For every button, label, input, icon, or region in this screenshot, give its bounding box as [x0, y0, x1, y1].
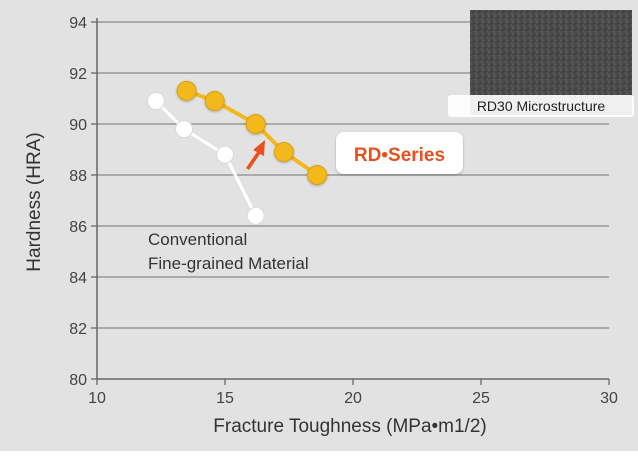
series-0-point-4 — [307, 165, 328, 185]
series-1 — [146, 92, 265, 225]
series-1-point-3 — [246, 206, 265, 225]
y-axis-label: Hardness (HRA) — [24, 132, 45, 271]
x-tick-label-10: 10 — [88, 390, 106, 407]
y-tick-label-84: 84 — [69, 270, 87, 287]
rd-series-label: RD•Series — [354, 145, 445, 166]
series-0-point-0 — [176, 80, 197, 101]
rd-series-label-box — [336, 132, 463, 174]
y-tick-label-86: 86 — [69, 219, 87, 236]
series — [146, 80, 328, 225]
axes — [91, 18, 610, 385]
series-1-point-1 — [175, 120, 194, 139]
series-0 — [176, 80, 328, 185]
series-line-1 — [154, 99, 258, 217]
microstructure-inset: RD30 Microstructure — [448, 10, 634, 117]
x-axis-label: Fracture Toughness (MPa•m1/2) — [213, 416, 486, 437]
x-tick-label-15: 15 — [216, 390, 234, 407]
series-1-point-2 — [216, 145, 234, 164]
conventional-label-line-1: Conventional — [148, 230, 247, 249]
y-tick-label-94: 94 — [69, 15, 87, 32]
y-tick-label-90: 90 — [69, 117, 87, 134]
tick-labels: 80 82 84 86 88 90 92 94 10 15 20 25 30 — [69, 15, 618, 407]
series-0-point-1 — [204, 91, 225, 112]
x-tick-label-25: 25 — [472, 390, 490, 407]
y-tick-label-80: 80 — [69, 372, 87, 389]
y-tick-label-82: 82 — [69, 321, 87, 338]
series-0-point-2 — [245, 114, 266, 134]
x-tick-label-30: 30 — [600, 390, 618, 407]
series-0-point-3 — [273, 142, 294, 163]
series-1-point-0 — [146, 92, 165, 111]
conventional-label-line-2: Fine-grained Material — [148, 254, 309, 273]
x-tick-label-20: 20 — [344, 390, 362, 407]
y-tick-label-92: 92 — [69, 66, 87, 83]
microstructure-inset-label: RD30 Microstructure — [477, 98, 606, 114]
improvement-arrow — [246, 140, 265, 170]
y-tick-label-88: 88 — [69, 168, 87, 185]
